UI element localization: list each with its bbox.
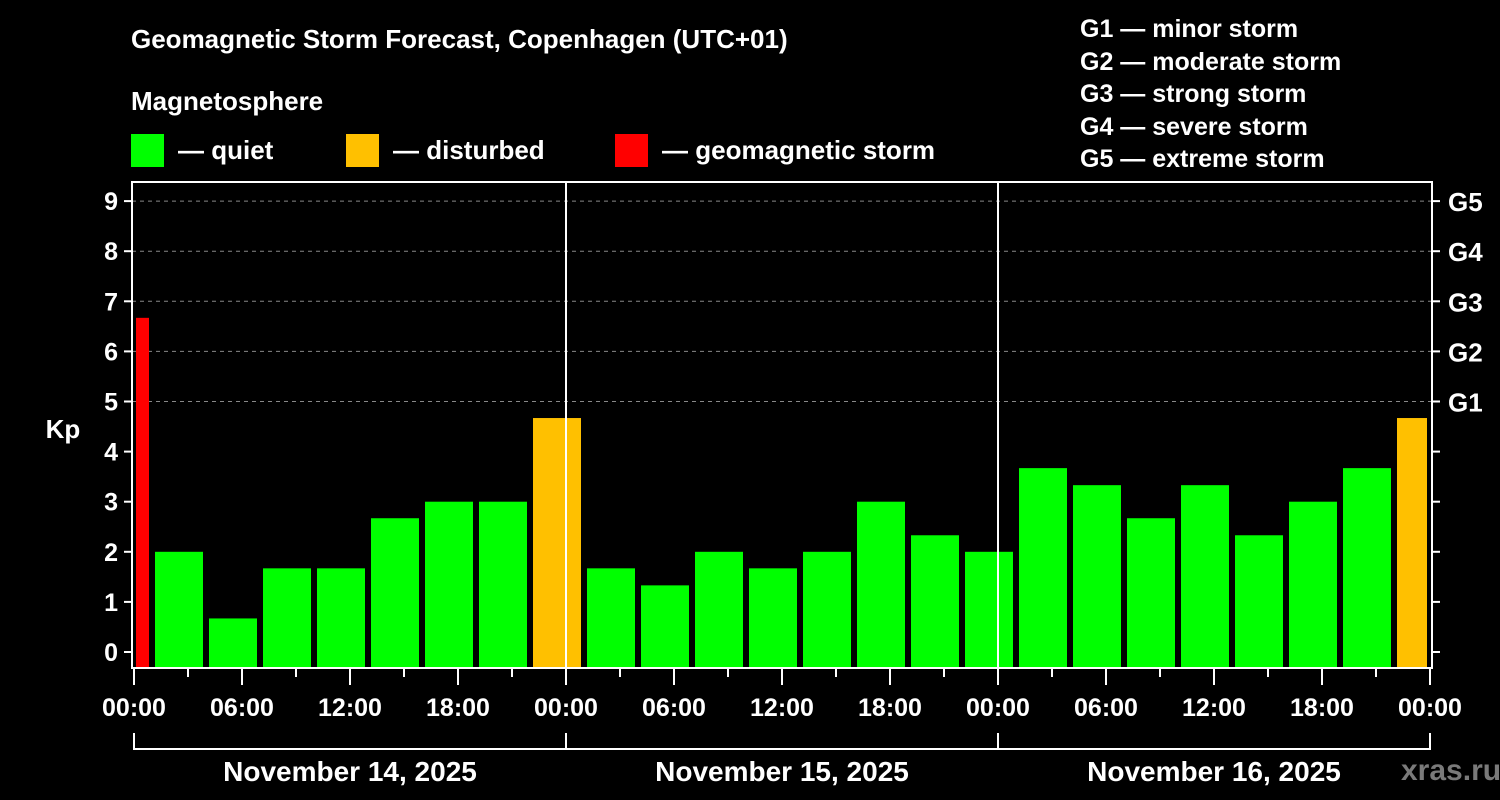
date-label: November 16, 2025: [1087, 756, 1341, 787]
g-level-label: G3: [1448, 287, 1483, 317]
y-tick-label: 1: [104, 589, 118, 617]
g-level-label: G1: [1448, 388, 1483, 418]
bar-quiet: [1235, 535, 1283, 667]
bar-quiet: [857, 501, 905, 667]
watermark: xras.ru: [1401, 754, 1500, 787]
x-tick-label: 00:00: [534, 694, 598, 722]
x-tick-label: 00:00: [102, 694, 166, 722]
legend-swatch-quiet: [131, 134, 164, 167]
g-scale-legend: G1 — minor storm G2 — moderate storm G3 …: [1080, 13, 1341, 176]
bar-quiet: [479, 501, 527, 667]
legend-swatch-storm: [615, 134, 648, 167]
x-tick-label: 00:00: [1398, 694, 1462, 722]
y-tick-label: 4: [104, 439, 118, 467]
g-scale-item: G1 — minor storm: [1080, 15, 1299, 43]
bar-quiet: [695, 551, 743, 667]
y-tick-label: 2: [104, 539, 118, 567]
bar-quiet: [1127, 518, 1175, 667]
g-scale-item: G2 — moderate storm: [1080, 47, 1342, 76]
bar-quiet: [1073, 485, 1121, 667]
y-tick-label: 6: [104, 338, 118, 366]
y-tick-label: 7: [104, 288, 118, 316]
legend-storm: — geomagnetic storm: [615, 134, 935, 167]
legend-label: — quiet: [178, 135, 274, 165]
legend-label: — disturbed: [393, 135, 545, 165]
bar-quiet: [317, 568, 365, 667]
y-axis-label: Kp: [46, 414, 81, 444]
chart-title: Geomagnetic Storm Forecast, Copenhagen (…: [131, 24, 788, 54]
bar-disturbed: [533, 418, 581, 667]
legend-quiet: — quiet: [131, 134, 273, 167]
y-tick-label: 5: [104, 389, 118, 417]
g-level-label: G4: [1448, 237, 1483, 267]
bar-quiet: [803, 551, 851, 667]
date-label: November 14, 2025: [223, 756, 477, 787]
x-tick-label: 00:00: [966, 694, 1030, 722]
y-tick-label: 9: [104, 188, 118, 216]
g-scale-item: G5 — extreme storm: [1080, 145, 1325, 173]
bar-quiet: [209, 618, 257, 667]
bar-quiet: [1343, 468, 1391, 667]
bar-quiet: [587, 568, 635, 667]
legend-swatch-disturbed: [346, 134, 379, 167]
bar-quiet: [641, 585, 689, 667]
legend-disturbed: — disturbed: [346, 134, 545, 167]
legend-heading: Magnetosphere: [131, 86, 324, 116]
bar-quiet: [749, 568, 797, 667]
x-tick-label: 06:00: [642, 694, 706, 722]
y-tick-label: 0: [104, 639, 118, 667]
bar-quiet: [1289, 501, 1337, 667]
legend-label: — geomagnetic storm: [662, 135, 936, 165]
date-label: November 15, 2025: [655, 756, 909, 787]
y-tick-label: 3: [104, 489, 118, 517]
g-scale-item: G4 — severe storm: [1080, 112, 1308, 141]
y-tick-label: 8: [104, 238, 118, 266]
x-tick-label: 12:00: [1182, 694, 1246, 722]
g-level-label: G5: [1448, 187, 1483, 217]
g-level-label: G2: [1448, 337, 1483, 367]
bar-quiet: [1019, 468, 1067, 667]
bar-quiet: [155, 551, 203, 667]
x-tick-label: 12:00: [318, 694, 382, 722]
x-tick-label: 18:00: [1290, 694, 1354, 722]
bar-quiet: [1181, 485, 1229, 667]
bar-storm: [136, 317, 149, 667]
g-scale-item: G3 — strong storm: [1080, 80, 1307, 108]
x-tick-label: 18:00: [858, 694, 922, 722]
bar-disturbed: [1397, 418, 1427, 667]
bar-quiet: [911, 535, 959, 667]
bar-quiet: [965, 551, 1013, 667]
bar-quiet: [425, 501, 473, 667]
x-tick-label: 06:00: [210, 694, 274, 722]
x-tick-label: 18:00: [426, 694, 490, 722]
bar-quiet: [371, 518, 419, 667]
bar-quiet: [263, 568, 311, 667]
x-tick-label: 12:00: [750, 694, 814, 722]
x-tick-label: 06:00: [1074, 694, 1138, 722]
